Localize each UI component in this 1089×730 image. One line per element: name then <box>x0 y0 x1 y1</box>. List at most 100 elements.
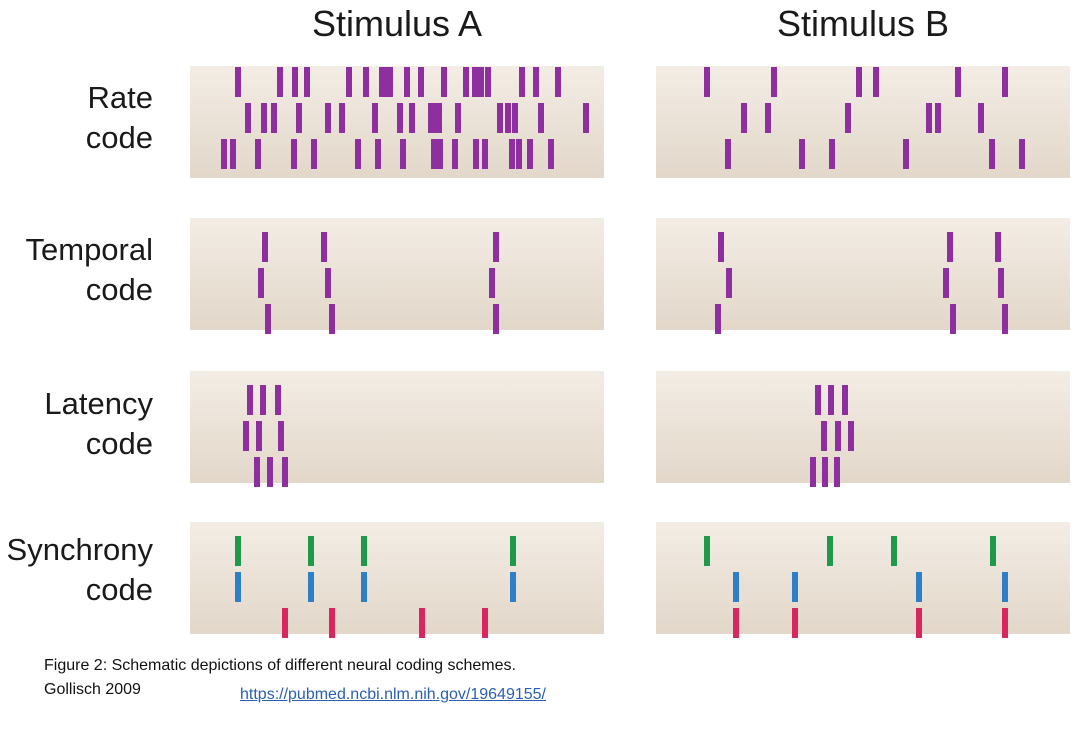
spike <box>267 457 273 487</box>
spike <box>409 103 415 133</box>
spike <box>258 268 264 298</box>
spike <box>926 103 932 133</box>
stimulus-b-title: Stimulus B <box>776 3 950 44</box>
spike <box>260 385 266 415</box>
spike <box>271 103 277 133</box>
panel-synchrony-stimulus-a <box>190 522 604 634</box>
caption-line2: Gollisch 2009 <box>44 681 141 698</box>
spike <box>1002 304 1008 334</box>
spike <box>718 232 724 262</box>
row-label-latency: Latency code <box>0 384 153 464</box>
spike <box>856 67 862 97</box>
row-label-line2: code <box>85 426 153 461</box>
spike <box>947 232 953 262</box>
spike <box>519 67 525 97</box>
spike <box>493 232 499 262</box>
spike <box>916 608 922 638</box>
row-label-synchrony: Synchrony code <box>0 530 153 610</box>
spike <box>277 67 283 97</box>
spike <box>355 139 361 169</box>
spike <box>361 572 367 602</box>
spike <box>418 67 424 97</box>
spike <box>221 139 227 169</box>
spike <box>292 67 298 97</box>
spike <box>379 67 385 97</box>
spike <box>243 421 249 451</box>
spike <box>493 304 499 334</box>
spike <box>704 536 710 566</box>
spike <box>715 304 721 334</box>
panel-latency-stimulus-b <box>656 371 1070 483</box>
spike <box>955 67 961 97</box>
spike <box>1002 67 1008 97</box>
spike <box>254 457 260 487</box>
stimulus-a-title: Stimulus A <box>311 3 483 44</box>
spike <box>400 139 406 169</box>
spike <box>282 608 288 638</box>
spike <box>726 268 732 298</box>
spike <box>325 268 331 298</box>
spike <box>339 103 345 133</box>
spike <box>478 67 484 97</box>
spike <box>432 103 438 133</box>
row-label-line1: Synchrony <box>6 532 153 567</box>
spike <box>455 103 461 133</box>
spike <box>527 139 533 169</box>
spike <box>873 67 879 97</box>
spike <box>311 139 317 169</box>
spike <box>1019 139 1025 169</box>
spike <box>473 139 479 169</box>
spike <box>282 457 288 487</box>
spike <box>978 103 984 133</box>
spike <box>404 67 410 97</box>
spike <box>733 608 739 638</box>
spike <box>436 103 442 133</box>
spike <box>725 139 731 169</box>
spike <box>733 572 739 602</box>
spike <box>810 457 816 487</box>
spike <box>815 385 821 415</box>
spike <box>505 103 511 133</box>
spike <box>329 608 335 638</box>
spike <box>943 268 949 298</box>
spike <box>799 139 805 169</box>
spike <box>245 103 251 133</box>
spike <box>387 67 393 97</box>
spike <box>383 67 389 97</box>
spike <box>375 139 381 169</box>
spike <box>835 421 841 451</box>
spike <box>275 385 281 415</box>
spike <box>741 103 747 133</box>
spike-raster-diagram <box>190 66 1070 638</box>
figure-caption: Figure 2: Schematic depictions of differ… <box>44 654 516 702</box>
spike <box>235 572 241 602</box>
spike <box>533 67 539 97</box>
source-link[interactable]: https://pubmed.ncbi.nlm.nih.gov/19649155… <box>240 686 546 703</box>
panel-temporal-stimulus-a <box>190 218 604 330</box>
spike <box>235 67 241 97</box>
spike <box>821 421 827 451</box>
spike <box>278 421 284 451</box>
spike <box>325 103 331 133</box>
spike <box>1002 608 1008 638</box>
spike <box>792 572 798 602</box>
caption-line1: Figure 2: Schematic depictions of differ… <box>44 657 516 674</box>
spike <box>935 103 941 133</box>
panel-synchrony-stimulus-b <box>656 522 1070 634</box>
spike <box>704 67 710 97</box>
spike <box>291 139 297 169</box>
spike <box>916 572 922 602</box>
spike <box>990 536 996 566</box>
spike <box>848 421 854 451</box>
spike <box>950 304 956 334</box>
spike <box>262 232 268 262</box>
spike <box>428 103 434 133</box>
spike <box>792 608 798 638</box>
spike <box>256 421 262 451</box>
row-label-line2: code <box>85 572 153 607</box>
spike <box>482 608 488 638</box>
spike <box>555 67 561 97</box>
spike <box>845 103 851 133</box>
spike <box>363 67 369 97</box>
spike <box>516 139 522 169</box>
